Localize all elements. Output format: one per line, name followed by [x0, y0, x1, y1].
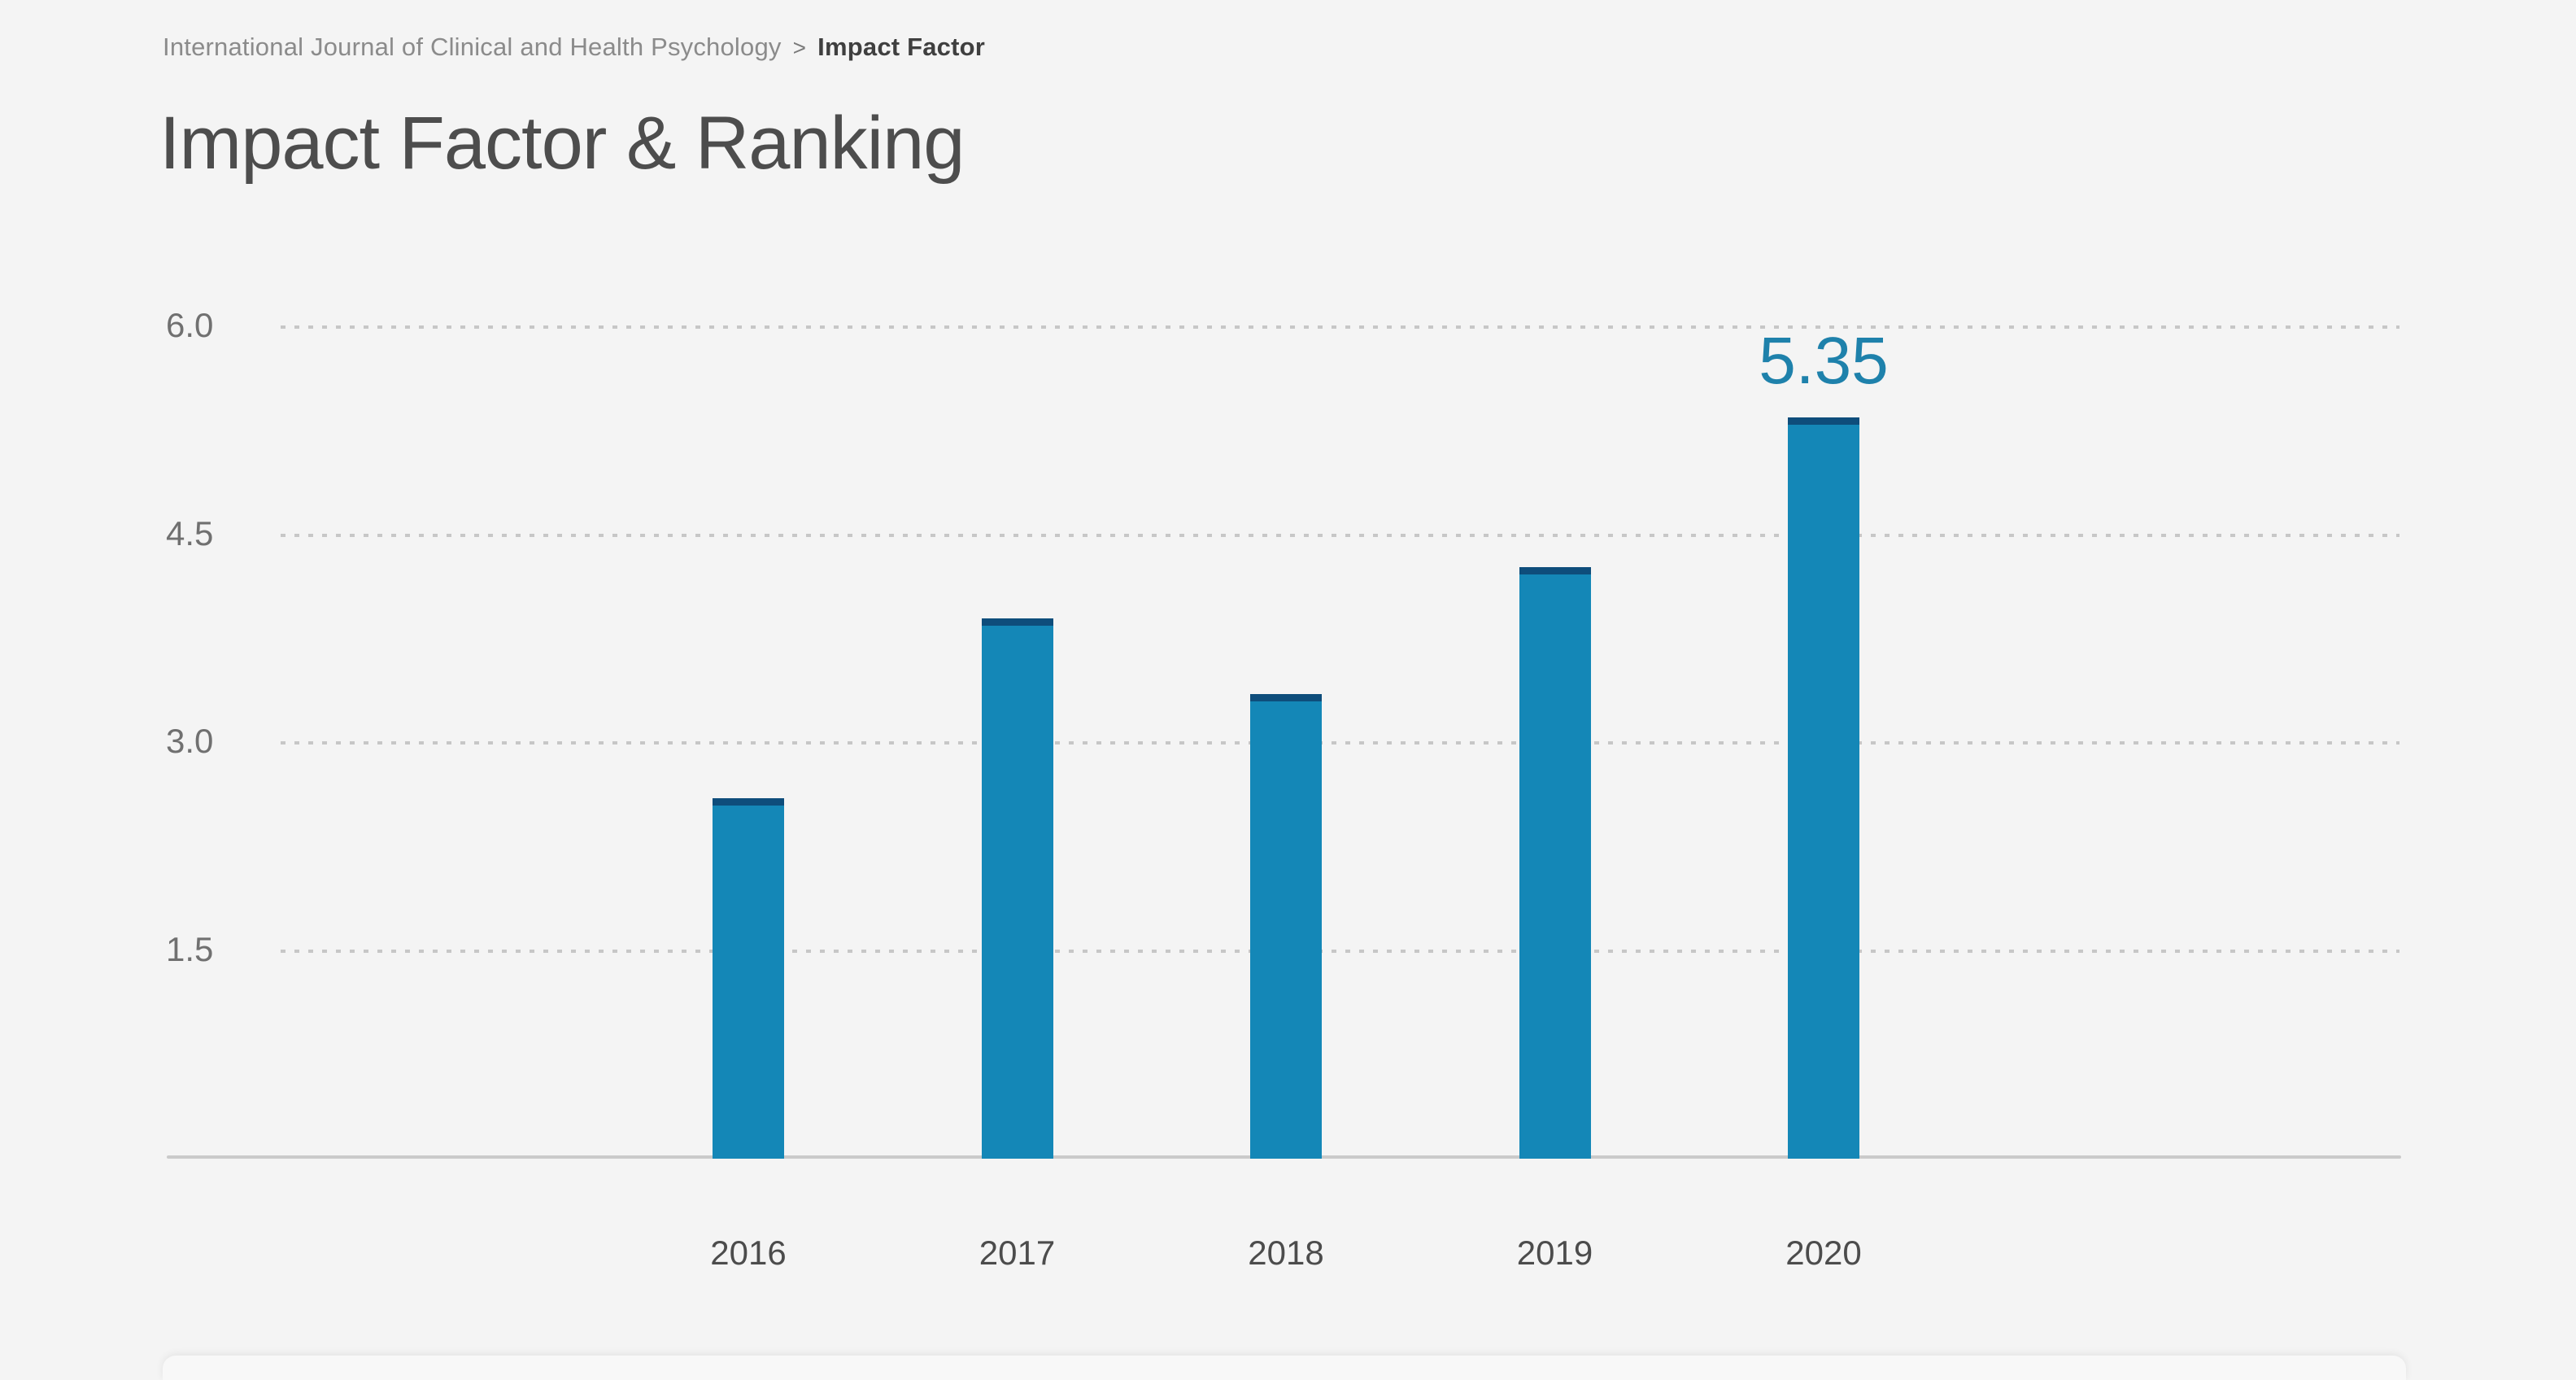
x-tick-label-2020: 2020 — [1785, 1234, 1862, 1272]
bar-2018 — [1250, 694, 1322, 1159]
gridline-1.5 — [281, 949, 2399, 953]
bar-2020 — [1788, 417, 1859, 1159]
bar-value-label-2020: 5.35 — [1759, 323, 1889, 398]
page-title: Impact Factor & Ranking — [159, 102, 965, 185]
bar-cap-2020 — [1788, 417, 1859, 425]
bar-body-2017 — [981, 625, 1053, 1159]
gridline-3.0 — [281, 741, 2399, 745]
bar-cap-2019 — [1519, 566, 1591, 574]
bar-cap-2018 — [1250, 694, 1322, 702]
y-tick-label-6.0: 6.0 — [166, 306, 214, 345]
breadcrumb: International Journal of Clinical and He… — [163, 33, 985, 62]
bar-cap-2017 — [981, 618, 1053, 626]
gridline-6.0 — [281, 325, 2399, 330]
gridline-4.5 — [281, 533, 2399, 537]
bar-cap-2016 — [713, 798, 784, 806]
bar-2016 — [713, 798, 784, 1159]
y-tick-label-1.5: 1.5 — [166, 929, 214, 968]
y-tick-label-4.5: 4.5 — [166, 513, 214, 552]
bar-body-2019 — [1519, 574, 1591, 1159]
breadcrumb-separator-icon: > — [792, 35, 807, 60]
bar-body-2020 — [1788, 424, 1859, 1159]
bar-2019 — [1519, 566, 1591, 1159]
x-tick-label-2016: 2016 — [710, 1234, 787, 1272]
next-section-card-edge — [163, 1356, 2406, 1380]
breadcrumb-current-item: Impact Factor — [817, 33, 986, 61]
x-tick-label-2019: 2019 — [1516, 1234, 1593, 1272]
breadcrumb-journal-link[interactable]: International Journal of Clinical and He… — [163, 33, 782, 61]
bar-body-2018 — [1250, 701, 1322, 1159]
x-tick-label-2017: 2017 — [979, 1234, 1056, 1272]
y-tick-label-3.0: 3.0 — [166, 722, 214, 761]
bar-body-2016 — [713, 806, 784, 1159]
bar-2017 — [981, 618, 1053, 1159]
x-tick-label-2018: 2018 — [1248, 1234, 1324, 1272]
